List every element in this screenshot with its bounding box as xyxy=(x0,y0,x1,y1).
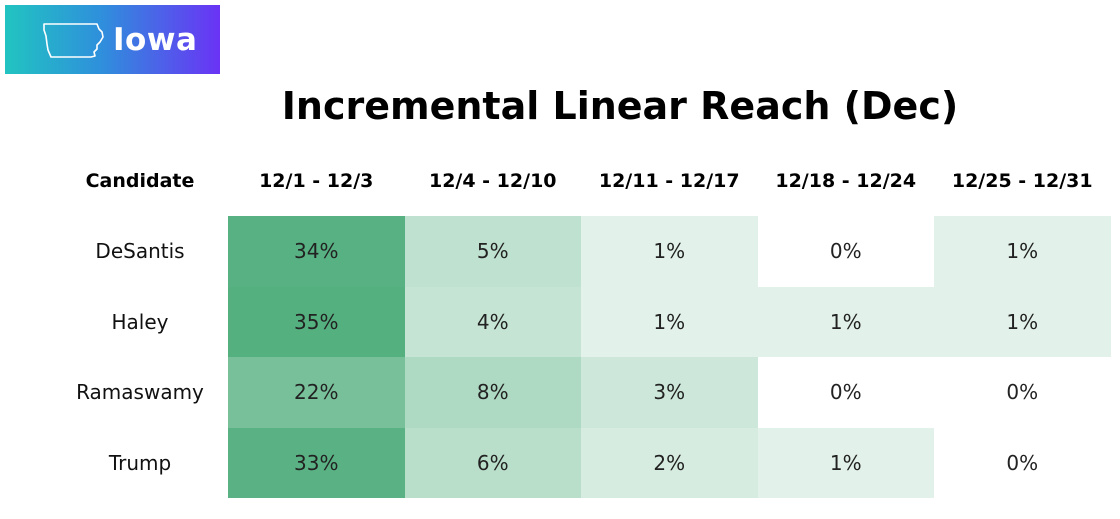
table-row: DeSantis 34% 5% 1% 0% 1% xyxy=(52,216,1111,287)
heat-cell: 22% xyxy=(228,357,405,428)
heat-cell: 8% xyxy=(404,357,581,428)
heat-cell: 4% xyxy=(404,286,581,357)
chart-title: Incremental Linear Reach (Dec) xyxy=(281,84,959,128)
heat-cell: 34% xyxy=(228,216,405,287)
column-header-week: 12/11 - 12/17 xyxy=(598,170,740,192)
column-header-week: 12/4 - 12/10 xyxy=(428,170,557,192)
reach-table: Candidate 12/1 - 12/3 12/4 - 12/10 12/11… xyxy=(52,146,1111,498)
heat-cell: 2% xyxy=(581,427,758,498)
heat-cell: 1% xyxy=(934,286,1111,357)
heat-cell: 1% xyxy=(757,286,934,357)
heat-cell: 5% xyxy=(404,216,581,287)
table-row: Ramaswamy 22% 8% 3% 0% 0% xyxy=(52,357,1111,428)
heat-cell: 6% xyxy=(404,427,581,498)
state-name: Iowa xyxy=(113,21,198,58)
table-row: Trump 33% 6% 2% 1% 0% xyxy=(52,427,1111,498)
iowa-state-outline-icon xyxy=(43,22,104,58)
heat-cell: 0% xyxy=(757,216,934,287)
state-badge: Iowa xyxy=(5,5,220,74)
heat-cell: 1% xyxy=(581,286,758,357)
table-row: Haley 35% 4% 1% 1% 1% xyxy=(52,286,1111,357)
heat-cell: 33% xyxy=(228,427,405,498)
column-header-week: 12/25 - 12/31 xyxy=(951,170,1093,192)
column-header-week: 12/18 - 12/24 xyxy=(775,170,917,192)
heat-cell: 35% xyxy=(228,286,405,357)
column-header-week: 12/1 - 12/3 xyxy=(259,170,374,192)
candidate-name: DeSantis xyxy=(95,239,185,264)
column-header-candidate: Candidate xyxy=(85,170,195,192)
heat-cell: 0% xyxy=(757,357,934,428)
candidate-name: Ramaswamy xyxy=(76,380,204,405)
heat-cell: 0% xyxy=(934,357,1111,428)
heat-cell: 0% xyxy=(934,427,1111,498)
heat-cell: 3% xyxy=(581,357,758,428)
heat-cell: 1% xyxy=(757,427,934,498)
heat-cell: 1% xyxy=(934,216,1111,287)
candidate-name: Haley xyxy=(111,309,169,334)
heat-cell: 1% xyxy=(581,216,758,287)
candidate-name: Trump xyxy=(108,450,172,475)
header-row: Candidate 12/1 - 12/3 12/4 - 12/10 12/11… xyxy=(52,146,1111,216)
